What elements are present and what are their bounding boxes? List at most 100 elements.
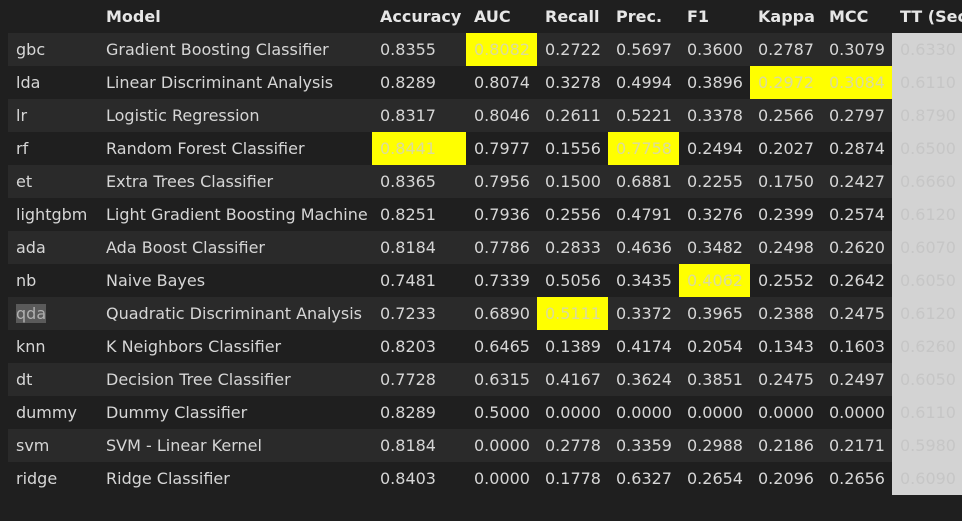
mcc-cell: 0.2797 <box>821 99 892 132</box>
f1-cell: 0.3378 <box>679 99 750 132</box>
auc-cell: 0.6315 <box>466 363 537 396</box>
recall-cell: 0.2611 <box>537 99 608 132</box>
column-header-f1: F1 <box>687 7 710 26</box>
column-header-mcc: MCC <box>829 7 869 26</box>
model-cell: Light Gradient Boosting Machine <box>98 198 372 231</box>
mcc-cell: 0.2620 <box>821 231 892 264</box>
mcc-cell: 0.2874 <box>821 132 892 165</box>
column-header-kappa: Kappa <box>758 7 815 26</box>
row-index-cell: et <box>8 165 98 198</box>
accuracy-cell: 0.8317 <box>372 99 466 132</box>
kappa-cell: 0.2552 <box>750 264 821 297</box>
table-row: et Extra Trees Classifier 0.8365 0.7956 0.15… <box>8 165 962 198</box>
tt-cell: 0.6120 <box>892 198 962 231</box>
accuracy-cell: 0.8184 <box>372 231 466 264</box>
f1-cell: 0.4062 <box>679 264 750 297</box>
mcc-cell: 0.2427 <box>821 165 892 198</box>
prec-cell: 0.3624 <box>608 363 679 396</box>
table-row: lightgbm Light Gradient Boosting Machine 0… <box>8 198 962 231</box>
selected-text: qda <box>16 304 47 323</box>
row-index-cell: nb <box>8 264 98 297</box>
prec-cell: 0.4636 <box>608 231 679 264</box>
model-cell: Ada Boost Classifier <box>98 231 372 264</box>
accuracy-cell: 0.8365 <box>372 165 466 198</box>
table-row: dt Decision Tree Classifier 0.7728 0.6315 0.… <box>8 363 962 396</box>
table-row: lda Linear Discriminant Analysis 0.8289 0.8… <box>8 66 962 99</box>
mcc-cell: 0.1603 <box>821 330 892 363</box>
kappa-cell: 0.1750 <box>750 165 821 198</box>
row-index-cell: svm <box>8 429 98 462</box>
row-index-cell: lr <box>8 99 98 132</box>
table-row: ada Ada Boost Classifier 0.8184 0.7786 0.283… <box>8 231 962 264</box>
table-row: gbc Gradient Boosting Classifier 0.8355 0.8… <box>8 33 962 66</box>
f1-cell: 0.3896 <box>679 66 750 99</box>
model-cell: Quadratic Discriminant Analysis <box>98 297 372 330</box>
accuracy-cell: 0.8403 <box>372 462 466 495</box>
f1-cell: 0.2988 <box>679 429 750 462</box>
recall-cell: 0.1500 <box>537 165 608 198</box>
row-index-cell: qda <box>8 297 98 330</box>
column-header-index <box>8 0 98 33</box>
model-cell: Random Forest Classifier <box>98 132 372 165</box>
column-header-prec: Prec. <box>616 7 663 26</box>
kappa-cell: 0.0000 <box>750 396 821 429</box>
accuracy-cell: 0.7481 <box>372 264 466 297</box>
f1-cell: 0.3276 <box>679 198 750 231</box>
accuracy-cell: 0.7728 <box>372 363 466 396</box>
row-index-cell: knn <box>8 330 98 363</box>
mcc-cell: 0.2574 <box>821 198 892 231</box>
prec-cell: 0.6327 <box>608 462 679 495</box>
auc-cell: 0.0000 <box>466 429 537 462</box>
row-index-cell: rf <box>8 132 98 165</box>
mcc-cell: 0.2642 <box>821 264 892 297</box>
tt-cell: 0.6050 <box>892 264 962 297</box>
recall-cell: 0.1778 <box>537 462 608 495</box>
f1-cell: 0.2494 <box>679 132 750 165</box>
auc-cell: 0.8074 <box>466 66 537 99</box>
kappa-cell: 0.2096 <box>750 462 821 495</box>
model-comparison-table: Model Accuracy AUC Recall Prec. F1 Kappa MCC TT … <box>8 0 962 495</box>
prec-cell: 0.3359 <box>608 429 679 462</box>
accuracy-cell: 0.8251 <box>372 198 466 231</box>
recall-cell: 0.5111 <box>537 297 608 330</box>
auc-cell: 0.7977 <box>466 132 537 165</box>
tt-cell: 0.6110 <box>892 66 962 99</box>
tt-cell: 0.6660 <box>892 165 962 198</box>
mcc-cell: 0.3084 <box>821 66 892 99</box>
model-cell: Gradient Boosting Classifier <box>98 33 372 66</box>
table-row: nb Naive Bayes 0.7481 0.7339 0.5056 0.3435 0.4… <box>8 264 962 297</box>
recall-cell: 0.2722 <box>537 33 608 66</box>
prec-cell: 0.5697 <box>608 33 679 66</box>
tt-cell: 0.6500 <box>892 132 962 165</box>
kappa-cell: 0.2787 <box>750 33 821 66</box>
column-header-tt: TT (Sec) <box>900 7 962 26</box>
auc-cell: 0.7936 <box>466 198 537 231</box>
f1-cell: 0.3965 <box>679 297 750 330</box>
recall-cell: 0.3278 <box>537 66 608 99</box>
auc-cell: 0.0000 <box>466 462 537 495</box>
recall-cell: 0.1556 <box>537 132 608 165</box>
auc-cell: 0.8046 <box>466 99 537 132</box>
accuracy-cell: 0.8355 <box>372 33 466 66</box>
accuracy-cell: 0.7233 <box>372 297 466 330</box>
auc-cell: 0.7339 <box>466 264 537 297</box>
table-body: gbc Gradient Boosting Classifier 0.8355 0.8… <box>8 33 962 495</box>
auc-cell: 0.8082 <box>466 33 537 66</box>
table-row: dummy Dummy Classifier 0.8289 0.5000 0.0000 0… <box>8 396 962 429</box>
row-index-cell: ada <box>8 231 98 264</box>
mcc-cell: 0.2475 <box>821 297 892 330</box>
tt-cell: 0.6120 <box>892 297 962 330</box>
auc-cell: 0.7786 <box>466 231 537 264</box>
mcc-cell: 0.2497 <box>821 363 892 396</box>
prec-cell: 0.4791 <box>608 198 679 231</box>
model-cell: Dummy Classifier <box>98 396 372 429</box>
mcc-cell: 0.2171 <box>821 429 892 462</box>
f1-cell: 0.2255 <box>679 165 750 198</box>
accuracy-cell: 0.8289 <box>372 396 466 429</box>
mcc-cell: 0.3079 <box>821 33 892 66</box>
recall-cell: 0.0000 <box>537 396 608 429</box>
auc-cell: 0.6890 <box>466 297 537 330</box>
tt-cell: 0.5980 <box>892 429 962 462</box>
recall-cell: 0.4167 <box>537 363 608 396</box>
kappa-cell: 0.2566 <box>750 99 821 132</box>
